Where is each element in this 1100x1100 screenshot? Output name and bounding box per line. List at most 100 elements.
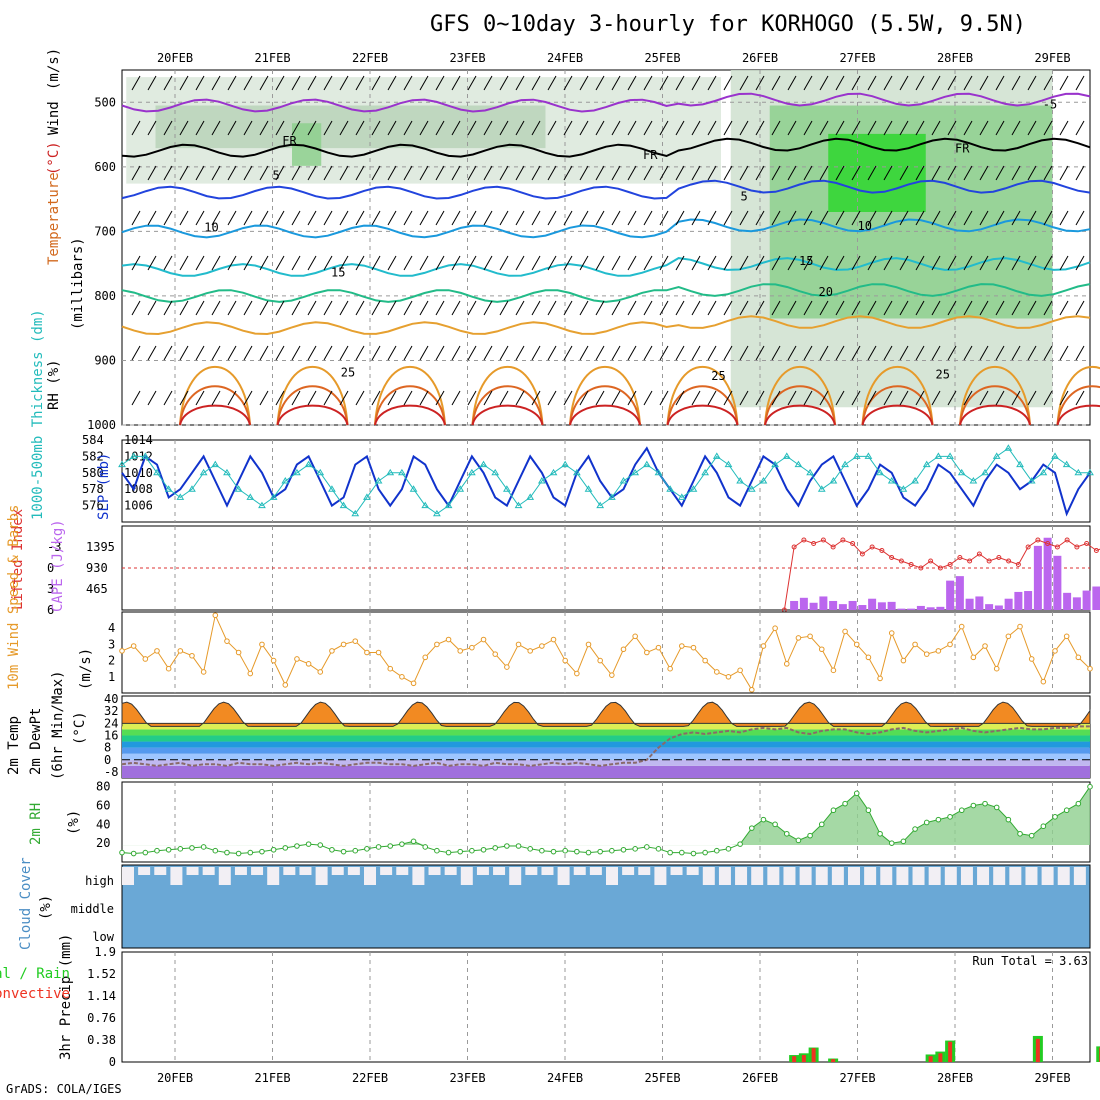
barb-48-4 — [899, 255, 909, 271]
barb-42-1 — [803, 120, 813, 136]
rh2m-point-31 — [480, 846, 487, 853]
barb-37-0 — [723, 75, 733, 91]
barb-0-2 — [131, 165, 141, 181]
wind-point-55 — [760, 643, 767, 649]
wind-point-53 — [737, 667, 743, 674]
grads-credit: GrADS: COLA/IGES — [6, 1082, 122, 1096]
wind10-unit: (m/s) — [78, 648, 94, 690]
barb-18-2 — [419, 165, 429, 181]
barb-56-4 — [1027, 255, 1037, 271]
cloud-high-43 — [815, 867, 828, 885]
barb-59-7 — [1075, 390, 1085, 406]
cloud-high-50 — [928, 867, 941, 885]
diurnal-loop-6-1 — [764, 385, 836, 426]
cloud-high-42 — [799, 867, 812, 885]
thick-marker-51 — [712, 452, 721, 459]
cape-bar-26 — [1043, 537, 1052, 610]
barb-10-0 — [291, 75, 301, 91]
isotherm-label-11: 25 — [341, 366, 355, 380]
dewpoint-line — [121, 725, 1090, 767]
barb-36-5 — [707, 300, 717, 316]
barb-22-7 — [483, 390, 493, 406]
temp-band-5 — [122, 735, 1090, 742]
barb-35-4 — [691, 255, 701, 271]
li-tick-0: -3 — [47, 540, 61, 554]
cloud-high-17 — [396, 867, 409, 875]
barb-52-1 — [963, 120, 973, 136]
barb-15-2 — [371, 165, 381, 181]
precip-conv-bar-4 — [928, 1056, 933, 1062]
precip-tick-0: 0 — [109, 1055, 116, 1069]
thick-marker-77 — [1016, 460, 1024, 468]
barb-45-7 — [851, 390, 861, 406]
isotherm-label-1: FR — [282, 134, 297, 148]
barb-22-5 — [483, 300, 493, 316]
temp-dome — [121, 701, 1091, 727]
li-point-15 — [928, 558, 934, 564]
diurnal-loop-9-1 — [1056, 385, 1100, 426]
barb-53-7 — [979, 390, 989, 406]
li-point-14 — [918, 565, 924, 571]
thick-marker-25 — [409, 485, 418, 492]
barb-49-0 — [915, 75, 925, 91]
temperature-axis-label: Temperature — [46, 172, 62, 265]
barb-24-0 — [515, 75, 525, 91]
barb-56-5 — [1027, 300, 1037, 316]
barb-4-7 — [195, 390, 205, 406]
wind-tick-2: 2 — [108, 654, 115, 668]
wind-point-64 — [865, 654, 872, 661]
wind-point-83 — [1087, 665, 1093, 672]
thick-marker-29 — [456, 485, 465, 492]
cloud-high-1 — [138, 867, 151, 875]
rh2m-point-7 — [200, 844, 207, 850]
barb-3-3 — [179, 210, 189, 226]
cloud-level-high: high — [85, 874, 114, 888]
barb-17-5 — [403, 300, 413, 316]
barb-3-4 — [179, 255, 189, 271]
barb-46-6 — [867, 345, 877, 361]
rh2m-point-9 — [224, 849, 230, 856]
barb-21-6 — [467, 345, 477, 361]
thick-marker-80 — [1051, 452, 1059, 459]
thick-marker-0 — [118, 460, 126, 468]
barb-33-4 — [659, 255, 669, 271]
barb-43-4 — [819, 255, 829, 271]
barb-0-4 — [131, 255, 141, 271]
barb-59-2 — [1075, 165, 1085, 181]
wind-point-52 — [725, 674, 732, 680]
barb-15-7 — [371, 390, 381, 406]
barb-13-0 — [339, 75, 349, 91]
barb-11-2 — [307, 165, 317, 181]
barb-38-0 — [739, 75, 749, 91]
barb-50-7 — [931, 390, 941, 406]
barb-35-7 — [691, 390, 701, 406]
barb-7-2 — [243, 165, 253, 181]
barb-39-7 — [755, 390, 765, 406]
diurnal-loop-5-1 — [666, 385, 739, 426]
x-tick-bottom-6: 26FEB — [742, 1071, 778, 1085]
cape-bar-29 — [1072, 597, 1081, 610]
barb-2-6 — [163, 345, 173, 361]
barb-27-5 — [563, 300, 573, 316]
barb-50-2 — [931, 165, 941, 181]
cape-tick-930: 930 — [86, 561, 108, 575]
barb-31-3 — [627, 210, 637, 226]
rh2m-point-25 — [410, 838, 417, 845]
barb-28-6 — [579, 345, 589, 361]
barb-7-4 — [243, 255, 253, 271]
barb-36-1 — [707, 120, 717, 136]
barb-34-3 — [675, 210, 685, 226]
barb-25-0 — [531, 75, 541, 91]
thick-marker-36 — [537, 477, 546, 484]
barb-58-2 — [1059, 165, 1069, 181]
thick-marker-8 — [211, 460, 220, 468]
barb-17-7 — [403, 390, 413, 406]
thick-marker-58 — [794, 460, 803, 468]
barb-5-0 — [211, 75, 221, 91]
thick-marker-32 — [491, 468, 500, 476]
barb-16-7 — [387, 390, 397, 406]
barb-19-5 — [435, 300, 445, 316]
barb-56-3 — [1027, 210, 1037, 226]
barb-24-3 — [515, 210, 525, 226]
barb-21-3 — [467, 210, 477, 226]
